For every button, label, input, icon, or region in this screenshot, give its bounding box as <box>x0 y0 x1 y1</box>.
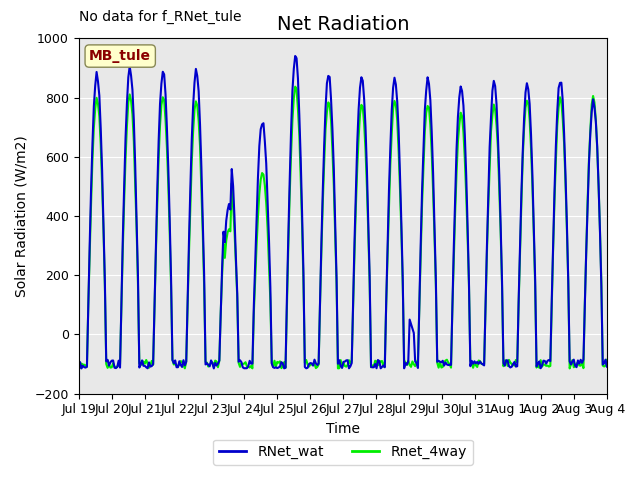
RNet_wat <box>454 114 462 120</box>
Rnet_4way <box>93 95 100 101</box>
RNet_wat <box>75 362 83 368</box>
Rnet_4way <box>452 170 460 176</box>
Rnet_4way <box>566 366 573 372</box>
Rnet_4way <box>75 362 83 368</box>
Rnet_4way <box>602 363 609 369</box>
RNet_wat <box>111 365 118 371</box>
Text: MB_tule: MB_tule <box>89 49 151 63</box>
Line: Rnet_4way: Rnet_4way <box>79 87 607 369</box>
RNet_wat <box>603 364 611 370</box>
Rnet_4way <box>603 357 611 363</box>
Line: RNet_wat: RNet_wat <box>79 56 607 369</box>
Y-axis label: Solar Radiation (W/m2): Solar Radiation (W/m2) <box>15 135 29 297</box>
Rnet_4way <box>291 84 299 90</box>
Rnet_4way <box>531 284 539 289</box>
RNet_wat <box>602 357 609 362</box>
Text: No data for f_RNet_tule: No data for f_RNet_tule <box>79 10 241 24</box>
Legend: RNet_wat, Rnet_4way: RNet_wat, Rnet_4way <box>213 440 472 465</box>
RNet_wat <box>291 53 299 59</box>
Rnet_4way <box>109 360 117 366</box>
RNet_wat <box>532 363 540 369</box>
RNet_wat <box>349 298 357 303</box>
RNet_wat <box>94 78 102 84</box>
Title: Net Radiation: Net Radiation <box>276 15 409 34</box>
Rnet_4way <box>348 358 356 363</box>
RNet_wat <box>77 366 85 372</box>
X-axis label: Time: Time <box>326 422 360 436</box>
